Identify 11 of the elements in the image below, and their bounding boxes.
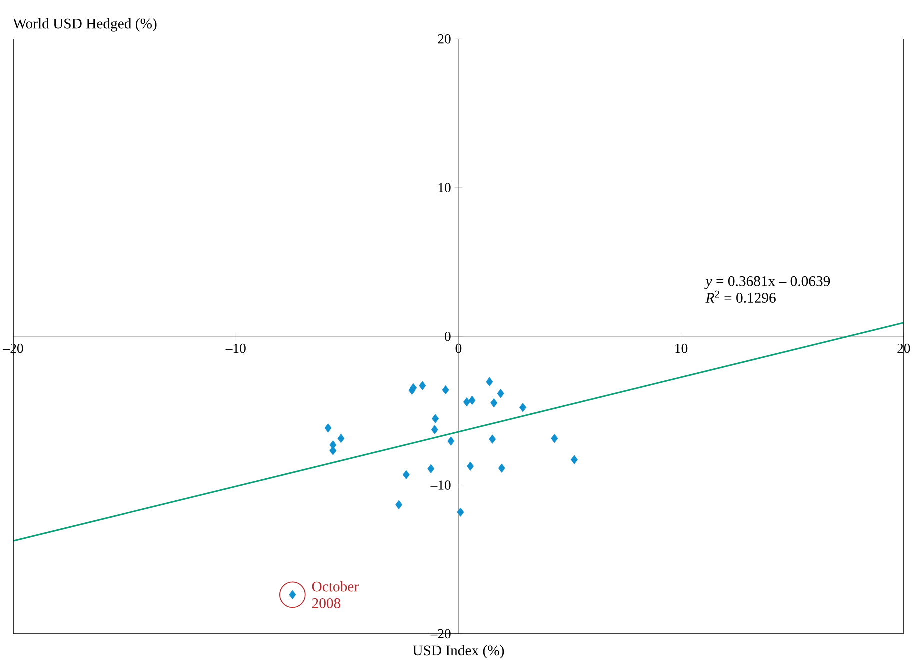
y-tick-label: 0: [445, 332, 451, 342]
y-axis-title: World USD Hedged (%): [13, 18, 157, 32]
x-axis-title: USD Index (%): [412, 645, 504, 659]
x-tick-label: 10: [676, 344, 688, 354]
annotation: October 2008: [312, 581, 359, 608]
x-tick-label: –10: [226, 344, 246, 354]
x-tick-label: 0: [456, 344, 462, 354]
annotation: R$^{2}$ = 0.1296: [706, 290, 776, 303]
annotation: y = 0.3681x – 0.0639: [704, 276, 830, 290]
y-tick-label: –10: [430, 480, 451, 490]
y-tick-label: 10: [438, 183, 451, 192]
